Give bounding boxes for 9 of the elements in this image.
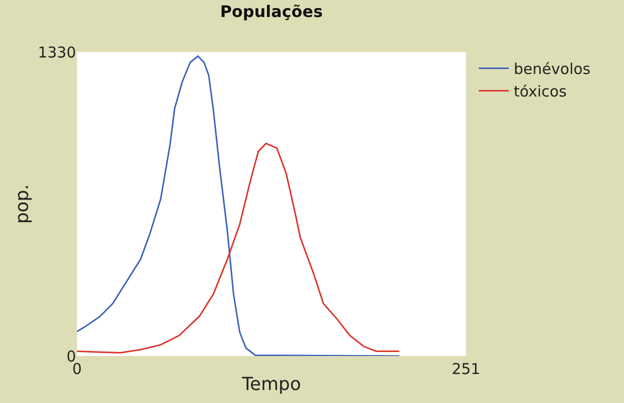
- legend-label: tóxicos: [514, 82, 567, 101]
- y-tick-label: 1330: [38, 43, 76, 62]
- line-series: [77, 55, 400, 356]
- line-series: [77, 142, 400, 354]
- legend-label: benévolos: [514, 60, 591, 78]
- chart-title: Populações: [220, 2, 323, 22]
- x-tick-label: 251: [452, 360, 480, 378]
- x-axis-title: Tempo: [241, 374, 301, 396]
- y-axis-title: pop.: [12, 184, 34, 224]
